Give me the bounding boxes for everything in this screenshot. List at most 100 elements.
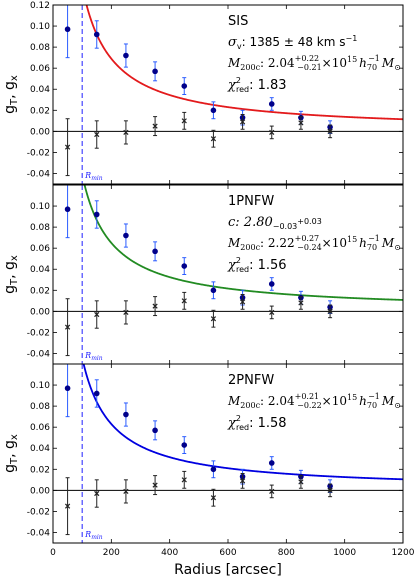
y-tick-label: 0.06: [30, 64, 50, 74]
mass-lower: −0.24: [297, 243, 322, 252]
mass-upper: +0.22: [295, 54, 320, 63]
y-tick-label: -0.04: [27, 169, 51, 179]
gT-point: [210, 107, 217, 114]
y-tick-label: -0.04: [27, 349, 51, 359]
rmin-label-sub: min: [91, 534, 103, 541]
y-label-g: g: [2, 105, 18, 114]
y-tick-label: 0.02: [30, 106, 50, 116]
panels: 0.12 0.10 0.08 0.06 0.04 0.02 0.00 -0.02 -0.04 Rm…: [2, 1, 415, 558]
hubble-sub: 70: [367, 243, 377, 252]
gx-point: [269, 488, 275, 495]
panel-plot-area: [53, 5, 403, 184]
chi2-line: χ2 red: 1.83: [227, 76, 287, 94]
panel-frame: [52, 4, 404, 185]
gT-point: [123, 52, 129, 59]
chi-symbol: χ: [227, 258, 237, 273]
gx-point: [327, 487, 333, 493]
gT-point: [268, 460, 275, 466]
msun-sub: ⊙: [394, 63, 401, 72]
y-label-sub-t: T: [9, 98, 20, 106]
x-tick-label: 0: [50, 548, 56, 558]
x-tick-label: 200: [103, 548, 120, 558]
mass-value: : 2.04: [260, 56, 295, 70]
chi-value: : 1.56: [249, 258, 286, 273]
gx-point: [123, 129, 129, 136]
model-name: SIS: [228, 14, 248, 29]
gx-point: [152, 482, 158, 488]
gT-point: [181, 442, 188, 448]
x-tick-label: 1200: [392, 548, 415, 558]
mass-exp: 15: [347, 235, 357, 244]
y-label-sub-x: x: [9, 255, 20, 261]
msun-symbol: M: [381, 394, 395, 408]
model-curve: [85, 5, 403, 121]
gx-point: [64, 503, 71, 509]
gT-point: [181, 83, 188, 89]
fit-param-line: c: 2.80−0.03+0.03: [228, 215, 322, 231]
y-tick-label: 0.12: [30, 1, 50, 11]
gx-point: [123, 488, 129, 495]
panel-frame: [52, 363, 404, 544]
sigma-sub: −0.03: [273, 222, 298, 231]
chi-value: : 1.83: [249, 78, 286, 93]
mass-symbol: M: [227, 394, 241, 408]
gT-point: [64, 26, 71, 33]
panel-frame: [52, 184, 404, 365]
gx-point: [64, 144, 71, 150]
gx-point: [181, 298, 187, 304]
gx-point: [269, 129, 275, 136]
gT-point: [210, 466, 217, 473]
gx-point: [152, 303, 158, 309]
rmin-label-sub: min: [91, 175, 103, 182]
y-tick-label: 0.00: [30, 486, 50, 496]
mass-exp: 15: [347, 55, 357, 64]
chi-sub: red: [236, 265, 249, 274]
gT-point: [64, 385, 71, 392]
msun-symbol: M: [381, 236, 395, 250]
gx-point: [94, 131, 100, 138]
mass-exp: 15: [347, 393, 357, 402]
mass-times: ×10: [322, 236, 347, 250]
y-tick-label: 0.08: [30, 402, 50, 412]
chi-sup: 2: [236, 256, 241, 265]
sigma-unit-exp: −1: [345, 34, 357, 43]
y-label-sub-x: x: [9, 434, 20, 440]
gx-point: [269, 309, 275, 316]
y-tick-label: 0.08: [30, 223, 50, 233]
chi-value: : 1.58: [249, 416, 286, 431]
gx-point: [210, 316, 217, 322]
y-label-sub-t: T: [9, 278, 20, 286]
y-label-sep: , g: [2, 81, 18, 99]
gx-point: [298, 120, 304, 126]
mass-lower: −0.22: [297, 401, 322, 410]
x-tick-label: 400: [161, 548, 178, 558]
gT-point: [123, 232, 129, 239]
x-tick-label: 600: [219, 548, 236, 558]
panel-plot-area: [53, 185, 403, 364]
mass-times: ×10: [322, 394, 347, 408]
y-tick-label: 0.00: [30, 307, 50, 317]
y-tick-label: 0.04: [30, 265, 50, 275]
gT-point: [181, 263, 188, 269]
rmin-label-main: R: [84, 171, 91, 180]
mass-times: ×10: [322, 56, 347, 70]
gT-point: [210, 287, 217, 294]
rmin-label-main: R: [84, 351, 91, 360]
sigma-sub: v: [237, 42, 242, 51]
mass-upper: +0.27: [295, 234, 320, 243]
mass-sub: 200c: [240, 401, 260, 410]
sigma-unit-exp: +0.03: [297, 217, 322, 226]
mass-upper: +0.21: [295, 392, 320, 401]
y-tick-label: 0.06: [30, 423, 50, 433]
sigma-value: : 1385 ± 48 km s: [242, 35, 346, 49]
y-label-sub-t: T: [9, 457, 20, 465]
model-curve: [82, 364, 403, 481]
gT-point: [152, 248, 158, 255]
gT-point: [93, 31, 100, 38]
gx-point: [210, 495, 217, 501]
y-tick-label: 0.00: [30, 127, 50, 137]
gT-point: [93, 211, 100, 218]
gx-point: [94, 311, 100, 318]
hubble-sub: 70: [367, 401, 377, 410]
